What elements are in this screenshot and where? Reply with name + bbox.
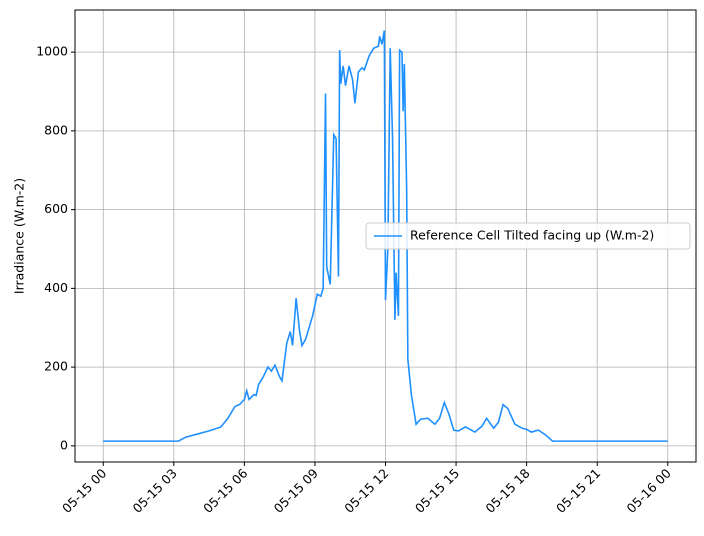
y-tick-label: 0 bbox=[60, 437, 68, 452]
data-line bbox=[103, 30, 668, 442]
y-tick-label: 600 bbox=[44, 201, 68, 216]
legend-label: Reference Cell Tilted facing up (W.m-2) bbox=[410, 228, 654, 243]
plot-frame bbox=[74, 9, 697, 463]
y-tick-label: 400 bbox=[44, 280, 68, 295]
y-tick-label: 800 bbox=[44, 122, 68, 137]
legend-box bbox=[365, 222, 691, 250]
y-axis-label: Irradiance (W.m-2) bbox=[12, 178, 27, 294]
y-tick-label: 1000 bbox=[36, 44, 68, 59]
y-tick-label: 200 bbox=[44, 359, 68, 374]
